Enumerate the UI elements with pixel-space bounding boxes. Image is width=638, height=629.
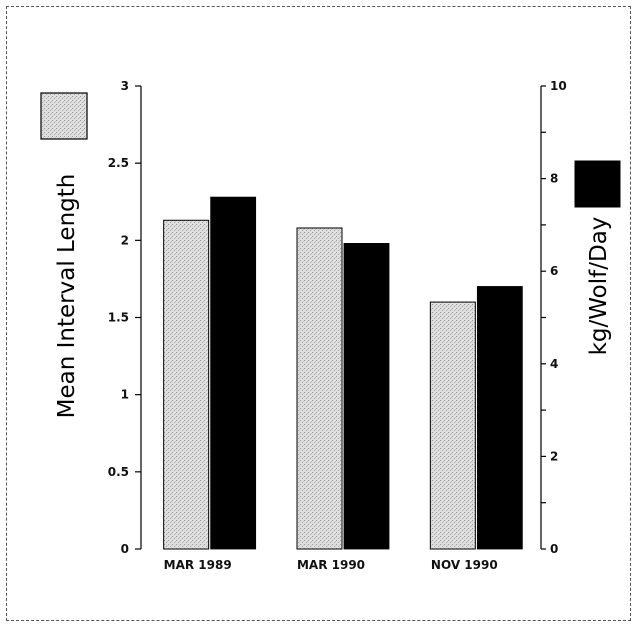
right-tick-label: 4 [550, 357, 558, 371]
bar-black-0 [210, 196, 257, 550]
right-tick-label: 2 [550, 449, 558, 463]
right-tick-label: 0 [550, 542, 558, 556]
left-axis-title: Mean Interval Length [54, 174, 80, 419]
legend-swatch-black [574, 160, 621, 208]
category-labels: MAR 1989 MAR 1990 NOV 1990 [164, 558, 498, 572]
left-tick-label: 1.5 [108, 311, 129, 325]
bar-stippled-0 [163, 219, 210, 550]
left-tick-label: 0.5 [108, 465, 129, 479]
left-tick-label: 0 [121, 542, 129, 556]
category-label: MAR 1990 [297, 558, 365, 572]
bar-black-2 [476, 286, 523, 550]
right-tick-label: 10 [550, 79, 567, 93]
legend-swatch-stippled [40, 92, 88, 140]
category-label: MAR 1989 [164, 558, 232, 572]
category-label: NOV 1990 [431, 558, 498, 572]
bar-stippled-2 [429, 301, 476, 550]
left-tick-label: 2 [121, 233, 129, 247]
bar-stippled-1 [296, 227, 343, 550]
right-tick-label: 8 [550, 172, 558, 186]
bar-black-1 [343, 243, 390, 550]
right-axis-title: kg/Wolf/Day [586, 217, 612, 356]
right-axis: 0 2 4 6 8 10 [540, 79, 567, 556]
left-tick-label: 2.5 [108, 156, 129, 170]
right-tick-label: 6 [550, 264, 558, 278]
chart-frame [6, 6, 631, 621]
bars [163, 196, 523, 550]
left-tick-label: 3 [121, 79, 129, 93]
left-tick-label: 1 [121, 388, 129, 402]
left-axis: 0 0.5 1 1.5 2 2.5 3 [108, 79, 142, 556]
